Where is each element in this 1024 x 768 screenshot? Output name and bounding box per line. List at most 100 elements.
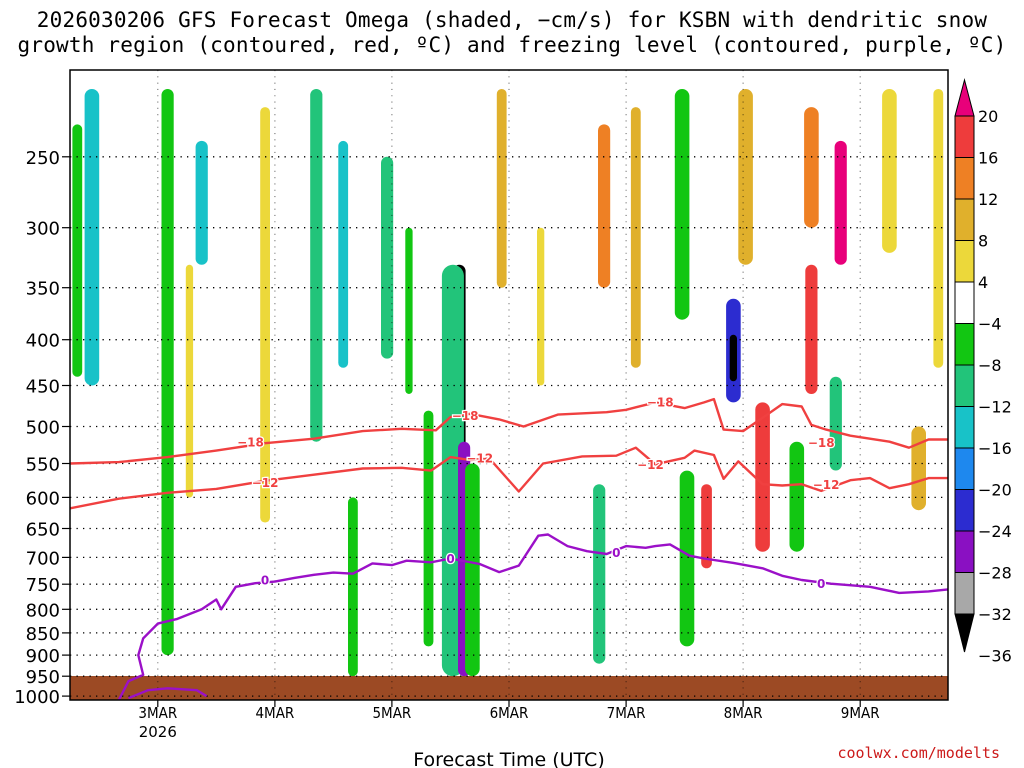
y-tick-label: 750 xyxy=(26,575,60,596)
contour-label: −18 xyxy=(808,436,835,450)
y-tick-label: 800 xyxy=(26,600,60,621)
omega-cell xyxy=(911,426,926,511)
y-tick-label: 550 xyxy=(26,455,60,476)
grid xyxy=(70,70,948,700)
source-credit: coolwx.com/modelts xyxy=(837,744,1000,762)
contour-label: −18 xyxy=(237,436,264,450)
y-tick-label: 400 xyxy=(26,331,60,352)
y-tick-label: 350 xyxy=(26,279,60,300)
omega-cell xyxy=(882,89,897,253)
colorbar-swatch xyxy=(954,406,975,449)
colorbar-label: −24 xyxy=(978,522,1012,541)
contour-label: −12 xyxy=(252,476,279,490)
y-tick-label: 1000 xyxy=(14,687,60,708)
freezing-level-contour xyxy=(117,533,948,700)
x-tick-label: 6MAR xyxy=(490,704,529,722)
y-tick-label: 300 xyxy=(26,219,60,240)
omega-cell xyxy=(537,227,545,386)
contour-label: −12 xyxy=(813,478,840,492)
omega-cell xyxy=(195,140,208,265)
omega-cell xyxy=(405,227,413,394)
y-tick-label: 900 xyxy=(26,646,60,667)
colorbar-swatch xyxy=(954,489,975,532)
freezing-level-contour xyxy=(128,687,208,700)
omega-cell xyxy=(348,497,358,677)
contour-label: 0 xyxy=(612,546,620,560)
colorbar-label: −28 xyxy=(978,564,1012,583)
colorbar-label: −4 xyxy=(978,315,1002,334)
x-tick-label: 5MAR xyxy=(372,704,411,722)
omega-cell xyxy=(185,264,194,498)
colorbar-swatch xyxy=(954,198,975,241)
y-tick-label: 250 xyxy=(26,148,60,169)
colorbar-label: 16 xyxy=(978,149,998,168)
omega-cell xyxy=(738,89,753,265)
y-tick-label: 450 xyxy=(26,377,60,398)
contour-label: 0 xyxy=(446,552,454,566)
colorbar-label: 8 xyxy=(978,232,988,251)
colorbar-swatch xyxy=(954,364,975,407)
contour-label: −18 xyxy=(647,395,674,409)
omega-cell xyxy=(84,89,100,386)
omega-cell xyxy=(805,264,818,394)
colorbar-label: −20 xyxy=(978,481,1012,500)
x-tick-label: 8MAR xyxy=(724,704,763,722)
omega-cell xyxy=(789,441,805,552)
colorbar-swatch xyxy=(954,115,975,158)
omega-cell xyxy=(260,107,270,523)
contour-label: 0 xyxy=(817,577,825,591)
omega-cell xyxy=(829,376,842,471)
omega-cell xyxy=(933,89,944,368)
colorbar-label: −8 xyxy=(978,356,1002,375)
omega-cell xyxy=(674,89,690,320)
omega-cell xyxy=(593,484,606,664)
colorbar-label: 4 xyxy=(978,273,988,292)
chart-title-line-2: growth region (contoured, red, ºC) and f… xyxy=(17,33,1007,57)
omega-cell xyxy=(701,484,712,569)
x-tick-label: 7MAR xyxy=(607,704,646,722)
colorbar-label: −16 xyxy=(978,439,1012,458)
omega-cell xyxy=(496,89,507,288)
y-tick-label: 850 xyxy=(26,624,60,645)
omega-cell xyxy=(679,470,695,647)
colorbar-label: −36 xyxy=(978,647,1012,666)
omega-cell xyxy=(598,124,611,288)
contour-labels: −18 −18 −18 −18 −12 −12 −12 −12 0 0 0 0 xyxy=(236,394,841,592)
y-tick-label: 500 xyxy=(26,418,60,439)
dendritic-growth-contour xyxy=(70,397,948,465)
x-tick-label: 9MAR xyxy=(841,704,880,722)
colorbar-max-arrow xyxy=(954,78,975,117)
axes: 2503003504004505005506006507007508008509… xyxy=(14,148,879,741)
colorbar-swatch xyxy=(954,157,975,200)
chart-title-line-1: 2026030206 GFS Forecast Omega (shaded, −… xyxy=(36,8,988,32)
omega-cell xyxy=(729,334,737,382)
omega-cell xyxy=(804,107,819,228)
omega-cell xyxy=(72,124,83,377)
y-tick-label: 950 xyxy=(26,667,60,688)
contour-label: −18 xyxy=(452,409,479,423)
omega-cell xyxy=(310,89,323,442)
omega-cell xyxy=(630,107,641,368)
colorbar-swatch xyxy=(954,240,975,283)
x-tick-label: 3MAR xyxy=(138,704,177,722)
colorbar-label: 12 xyxy=(978,190,998,209)
colorbar-min-arrow xyxy=(954,613,975,653)
colorbar-label: 20 xyxy=(978,107,998,126)
contour-label: −12 xyxy=(466,452,493,466)
y-tick-label: 600 xyxy=(26,488,60,509)
x-tick-sublabel: 2026 xyxy=(139,723,177,741)
contour-label: 0 xyxy=(261,574,269,588)
y-tick-label: 700 xyxy=(26,548,60,569)
omega-cell xyxy=(465,463,480,677)
colorbar-swatch xyxy=(954,530,975,573)
y-tick-label: 650 xyxy=(26,520,60,541)
contour-label: −12 xyxy=(637,458,664,472)
colorbar-swatch xyxy=(954,447,975,490)
colorbar-swatch xyxy=(954,572,975,615)
omega-cell xyxy=(755,402,770,552)
colorbar-swatch xyxy=(954,323,975,366)
dendritic-growth-contour xyxy=(70,446,948,510)
colorbar: 20 16 12 8 4 −4 −8 −12 −16 −20 −24 −28 −32 −36 xyxy=(954,78,1012,666)
colorbar-swatch xyxy=(954,281,975,324)
omega-cell xyxy=(381,156,394,359)
